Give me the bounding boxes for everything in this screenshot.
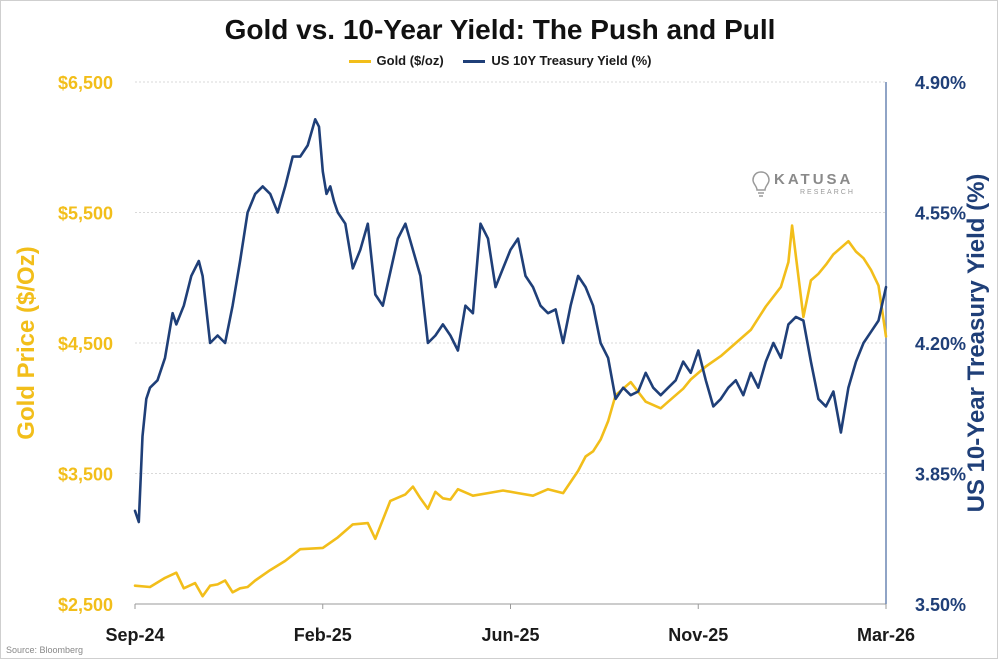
- series-line-gold: [133, 224, 888, 598]
- legend-item-gold: Gold ($/oz): [348, 53, 444, 68]
- y-left-tick-label: $6,500: [58, 73, 113, 93]
- series-line-yield: [133, 118, 888, 524]
- x-tick-label: Feb-25: [294, 625, 352, 645]
- legend-label-gold: Gold ($/oz): [376, 53, 444, 68]
- y-left-axis-title: Gold Price ($/Oz): [13, 246, 40, 439]
- y-right-tick-label: 3.50%: [915, 595, 966, 615]
- y-left-tick-label: $4,500: [58, 334, 113, 354]
- y-left-tick-label: $3,500: [58, 465, 113, 485]
- y-right-tick-label: 4.20%: [915, 334, 966, 354]
- x-tick-label: Nov-25: [668, 625, 728, 645]
- y-right-tick-label: 4.90%: [915, 73, 966, 93]
- y-right-tick-label: 3.85%: [915, 465, 966, 485]
- y-left-tick-label: $2,500: [58, 595, 113, 615]
- legend-label-yield: US 10Y Treasury Yield (%): [491, 53, 652, 68]
- logo-wordmark: KATUSA: [774, 171, 854, 188]
- y-right-axis-title: US 10-Year Treasury Yield (%): [963, 174, 990, 513]
- legend-swatch-yield: [463, 60, 486, 64]
- chart-title: Gold vs. 10-Year Yield: The Push and Pul…: [224, 14, 776, 45]
- x-tick-label: Jun-25: [481, 625, 539, 645]
- lightbulb-icon: [752, 171, 770, 197]
- y-left-tick-label: $5,500: [58, 204, 113, 224]
- katusa-logo: KATUSA RESEARCH: [752, 168, 862, 204]
- legend: Gold ($/oz) US 10Y Treasury Yield (%): [0, 53, 1000, 68]
- x-tick-label: Mar-26: [857, 625, 915, 645]
- legend-swatch-gold: [348, 60, 371, 64]
- legend-item-yield: US 10Y Treasury Yield (%): [463, 53, 651, 68]
- x-tick-label: Sep-24: [105, 625, 164, 645]
- logo-subtitle: RESEARCH: [800, 189, 855, 196]
- source-note: Source: Bloomberg: [6, 645, 84, 655]
- y-right-tick-label: 4.55%: [915, 204, 966, 224]
